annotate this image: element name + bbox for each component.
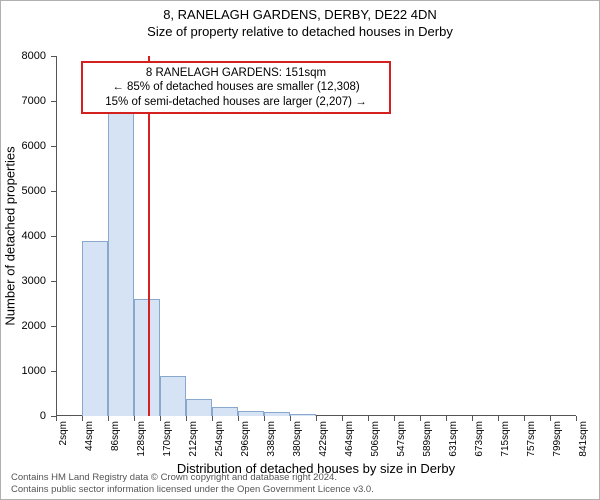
footer-line: Contains HM Land Registry data © Crown c…	[11, 472, 589, 483]
x-tick	[160, 416, 161, 421]
annotation-box: 8 RANELAGH GARDENS: 151sqm ← 85% of deta…	[81, 61, 391, 114]
y-tick-label: 3000	[22, 275, 46, 287]
x-tick	[108, 416, 109, 421]
x-tick-label: 44sqm	[84, 421, 95, 451]
page-title: 8, RANELAGH GARDENS, DERBY, DE22 4DN	[1, 1, 599, 22]
x-tick-label: 2sqm	[58, 421, 69, 445]
annotation-line: ← 85% of detached houses are smaller (12…	[89, 80, 383, 94]
footer-line: Contains public sector information licen…	[11, 484, 589, 495]
x-tick-label: 296sqm	[240, 421, 251, 457]
y-tick-label: 7000	[22, 95, 46, 107]
x-tick	[524, 416, 525, 421]
y-tick-label: 1000	[22, 365, 46, 377]
x-tick-label: 128sqm	[136, 421, 147, 457]
x-tick-label: 422sqm	[318, 421, 329, 457]
y-tick-label: 4000	[22, 230, 46, 242]
x-tick-label: 673sqm	[474, 421, 485, 457]
x-tick-label: 715sqm	[500, 421, 511, 457]
annotation-line: 8 RANELAGH GARDENS: 151sqm	[89, 66, 383, 80]
x-tick-label: 338sqm	[266, 421, 277, 457]
histogram-bar	[212, 407, 238, 416]
x-tick	[264, 416, 265, 421]
x-tick	[368, 416, 369, 421]
x-tick	[82, 416, 83, 421]
x-ticks: 2sqm44sqm86sqm128sqm170sqm212sqm254sqm29…	[56, 416, 576, 421]
histogram-bar	[160, 376, 186, 417]
y-tick-label: 6000	[22, 140, 46, 152]
y-tick-label: 8000	[22, 50, 46, 62]
x-tick	[56, 416, 57, 421]
chart-page: 8, RANELAGH GARDENS, DERBY, DE22 4DN Siz…	[0, 0, 600, 500]
annotation-line: 15% of semi-detached houses are larger (…	[89, 95, 383, 109]
x-tick-label: 841sqm	[578, 421, 589, 457]
x-tick-label: 757sqm	[526, 421, 537, 457]
x-tick-label: 547sqm	[396, 421, 407, 457]
x-tick	[394, 416, 395, 421]
x-tick	[420, 416, 421, 421]
x-tick	[446, 416, 447, 421]
x-tick-label: 212sqm	[188, 421, 199, 457]
x-tick-label: 254sqm	[214, 421, 225, 457]
x-tick	[550, 416, 551, 421]
plot-area: Number of detached properties 0100020003…	[56, 56, 576, 416]
x-tick-label: 631sqm	[448, 421, 459, 457]
y-tick-label: 0	[40, 410, 46, 422]
x-tick	[290, 416, 291, 421]
x-tick-label: 380sqm	[292, 421, 303, 457]
x-tick	[576, 416, 577, 421]
x-tick-label: 506sqm	[370, 421, 381, 457]
y-tick-label: 2000	[22, 320, 46, 332]
y-tick-label: 5000	[22, 185, 46, 197]
histogram-bar	[186, 399, 212, 416]
y-axis-label: Number of detached properties	[3, 146, 18, 325]
page-subtitle: Size of property relative to detached ho…	[1, 22, 599, 39]
x-tick-label: 464sqm	[344, 421, 355, 457]
x-tick-label: 170sqm	[162, 421, 173, 457]
x-tick	[498, 416, 499, 421]
x-tick-label: 589sqm	[422, 421, 433, 457]
x-tick	[134, 416, 135, 421]
x-tick	[212, 416, 213, 421]
histogram-bar	[108, 110, 134, 416]
x-tick	[472, 416, 473, 421]
x-tick	[186, 416, 187, 421]
x-tick	[316, 416, 317, 421]
x-tick-label: 799sqm	[552, 421, 563, 457]
x-tick	[238, 416, 239, 421]
x-tick-label: 86sqm	[110, 421, 121, 451]
footer-attribution: Contains HM Land Registry data © Crown c…	[11, 472, 589, 495]
x-tick	[342, 416, 343, 421]
histogram-bar	[82, 241, 108, 417]
histogram-bar	[134, 299, 160, 416]
